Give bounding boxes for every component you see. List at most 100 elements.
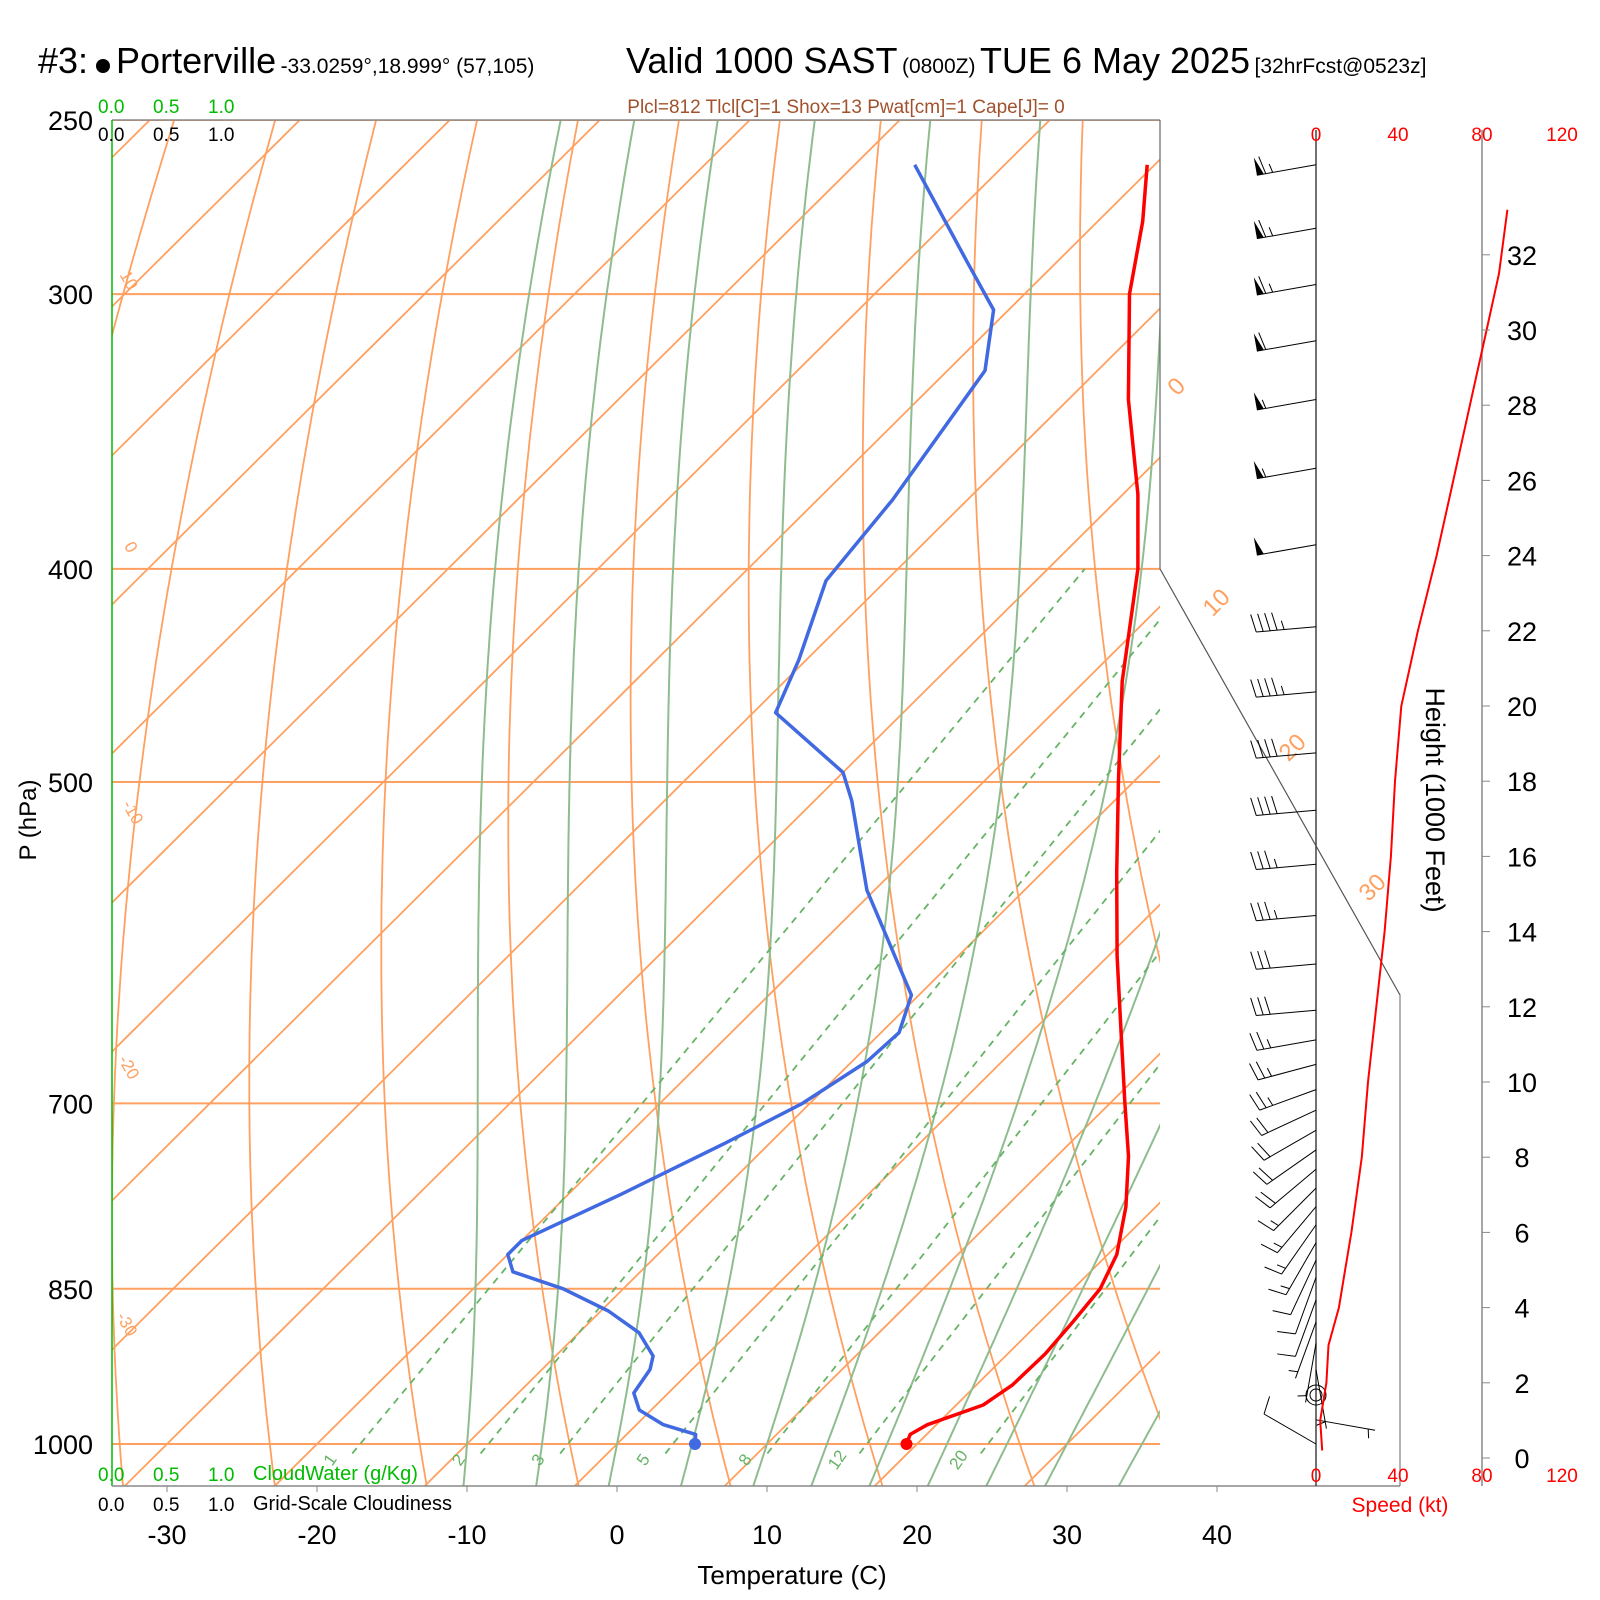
speed-tick-label-bottom: 120 (1546, 1466, 1578, 1487)
pressure-tick-label: 300 (48, 280, 93, 310)
height-tick-label: 2 (1514, 1369, 1529, 1399)
barb-flag (1249, 1063, 1259, 1081)
cloudwater-tick-bottom-1: 0.5 (153, 1465, 179, 1486)
barb-half-flag (1273, 858, 1278, 868)
barb-shaft (1266, 1149, 1317, 1185)
barb-shaft (1269, 1168, 1317, 1209)
wind-barb-icon (1253, 332, 1317, 352)
moist-adiabat-line (810, 120, 1042, 1486)
speed-tick-label-top: 0 (1311, 125, 1322, 146)
barb-shaft (1273, 1187, 1317, 1231)
barb-flag (1264, 850, 1271, 869)
zulu-time: (0800Z) (901, 55, 976, 78)
barb-pennant (1253, 460, 1264, 479)
barb-flag (1256, 1031, 1265, 1050)
isotherm-line (123, 456, 1160, 1486)
barb-flag (1264, 613, 1271, 631)
cloudwater-label: CloudWater (g/Kg) (253, 1463, 418, 1485)
x-tick-label: -10 (447, 1520, 486, 1550)
barb-half-flag (1268, 227, 1274, 237)
barb-half-flag (1267, 1097, 1274, 1106)
mixing-ratio-line (351, 568, 1086, 1455)
surface-dewpoint-marker (689, 1438, 701, 1450)
barb-flag (1255, 1091, 1267, 1109)
wind-barb-icon (1263, 1396, 1317, 1445)
dry-adiabat-line (112, 120, 277, 1486)
x-axis-label: Temperature (C) (697, 1560, 886, 1590)
barb-pennant (1253, 157, 1264, 176)
barb-shaft (1261, 1109, 1317, 1136)
wind-barbs (1249, 156, 1376, 1445)
barb-half-flag (1273, 1242, 1283, 1248)
barb-half-flag (1266, 1039, 1272, 1049)
barb-pennant (1253, 220, 1264, 239)
height-tick-label: 14 (1507, 918, 1537, 948)
barb-flag (1257, 950, 1264, 969)
cloudiness-label: Grid-Scale Cloudiness (253, 1493, 452, 1515)
height-tick-label: 12 (1507, 993, 1537, 1023)
barb-shaft (1281, 1224, 1317, 1275)
wind-barb-icon (1257, 1187, 1317, 1232)
speed-profile (1319, 209, 1509, 1451)
barb-half-flag (1276, 1264, 1286, 1269)
plot-frame (111, 119, 1483, 1487)
sounding-profiles (506, 163, 1149, 1450)
barb-half-flag (1288, 1370, 1298, 1373)
isotherm-line (423, 754, 1160, 1486)
height-tick-label: 16 (1507, 842, 1537, 872)
speed-tick-label-bottom: 80 (1471, 1466, 1492, 1487)
dry-adiabat-label: -30 (112, 1309, 141, 1340)
isotherm-line (1320, 81, 1600, 1491)
pressure-tick-label: 500 (48, 768, 93, 798)
mixing-ratio-line (664, 829, 1160, 1455)
dry-adiabat-line (861, 120, 1036, 1486)
pressure-tick-label: 250 (48, 106, 93, 136)
cloudiness-tick-bottom-1: 0.5 (153, 1495, 179, 1516)
barb-flag (1250, 679, 1257, 698)
moist-adiabat-line (607, 120, 719, 1486)
mixing-ratio-line (980, 1215, 1160, 1455)
isotherm-line (112, 120, 752, 755)
wind-barb-icon (1250, 950, 1317, 970)
speed-tick-label-top: 40 (1387, 125, 1408, 146)
wind-barb-icon (1250, 850, 1317, 871)
speed-tick-label-top: 80 (1471, 125, 1492, 146)
barb-half-flag (1280, 620, 1285, 630)
wind-barb-icon (1268, 1242, 1317, 1296)
barb-flag (1250, 951, 1257, 970)
isotherm-line (573, 903, 1160, 1486)
speed-tick-label-bottom: 0 (1311, 1466, 1322, 1487)
height-tick-label: 26 (1507, 466, 1537, 496)
cloudiness-tick-top-0: 0.0 (98, 125, 124, 146)
dewpoint-line (506, 163, 996, 1445)
barb-shaft (1256, 1039, 1317, 1051)
pressure-tick-label: 400 (48, 555, 93, 585)
valid-time: Valid 1000 SAST (626, 40, 898, 81)
barb-shaft (1315, 1419, 1376, 1431)
barb-shaft (1263, 1413, 1317, 1445)
barb-shaft (1277, 1206, 1317, 1253)
forecast-date: TUE 6 May 2025 (979, 40, 1251, 81)
wind-barb-icon (1250, 795, 1317, 816)
x-tick-label: 30 (1052, 1520, 1082, 1550)
barb-flag (1250, 797, 1257, 816)
barb-half-flag (1280, 1285, 1290, 1290)
barb-flag (1250, 740, 1257, 759)
barb-flag (1272, 1310, 1291, 1316)
isotherm-label: 0 (1162, 372, 1191, 401)
barb-shaft (1295, 1321, 1317, 1379)
x-tick-label: 0 (609, 1520, 624, 1550)
temperature-line (904, 164, 1149, 1445)
barb-shaft (1295, 1277, 1317, 1335)
speed-axis-label: Speed (kt) (1352, 1494, 1449, 1517)
isotherm-label: 20 (1274, 729, 1312, 767)
mixing-ratio-line (479, 618, 1160, 1455)
barb-flag (1258, 332, 1267, 350)
barb-flag (1257, 678, 1264, 697)
barb-shaft (1305, 1343, 1317, 1403)
dry-adiabat-label: -10 (118, 797, 147, 828)
height-tick-label: 10 (1507, 1068, 1537, 1098)
barb-flag (1271, 738, 1278, 757)
barb-flag (1256, 1117, 1269, 1133)
dry-adiabat-line (507, 120, 580, 1486)
